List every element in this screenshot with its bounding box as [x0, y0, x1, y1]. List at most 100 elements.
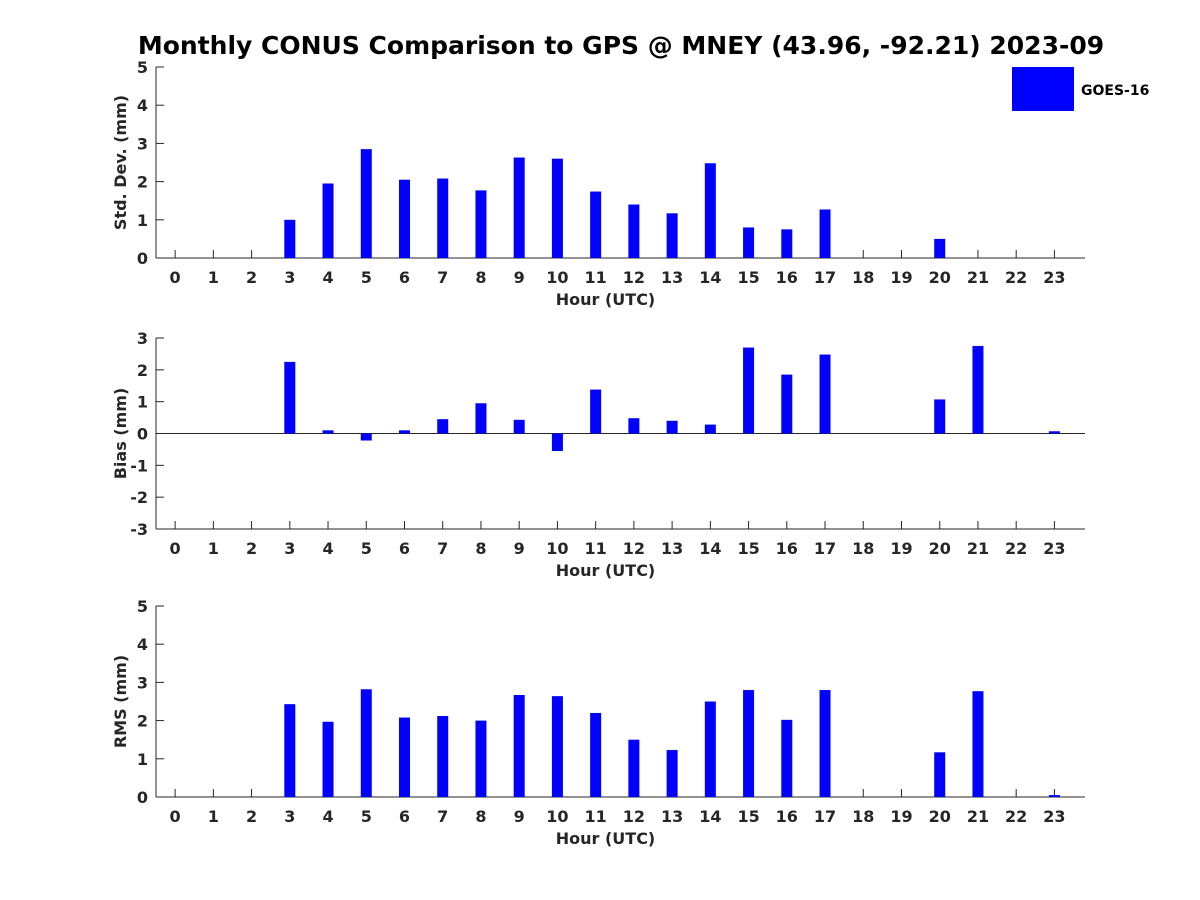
bar-hour-5 — [360, 149, 372, 258]
bar-hour-16 — [781, 229, 793, 258]
x-tick-label: 14 — [699, 807, 721, 826]
x-tick-label: 17 — [814, 268, 836, 287]
y-tick-label: 2 — [137, 361, 148, 380]
y-tick-label: 2 — [137, 173, 148, 192]
y-tick-label: -2 — [130, 488, 148, 507]
x-tick-label: 12 — [623, 807, 645, 826]
bar-hour-8 — [475, 720, 487, 797]
bar-hour-9 — [513, 695, 525, 797]
x-tick-label: 16 — [776, 539, 798, 558]
x-tick-label: 23 — [1043, 807, 1065, 826]
x-tick-label: 1 — [208, 539, 219, 558]
bar-hour-20 — [934, 399, 946, 434]
x-tick-label: 0 — [170, 807, 181, 826]
x-tick-label: 18 — [852, 539, 874, 558]
x-tick-label: 7 — [437, 539, 448, 558]
x-tick-label: 10 — [546, 539, 568, 558]
x-tick-label: 14 — [699, 268, 721, 287]
bar-hour-9 — [513, 419, 525, 434]
bar-hour-8 — [475, 403, 487, 434]
y-tick-label: 1 — [137, 393, 148, 412]
y-tick-label: 3 — [137, 673, 148, 692]
x-tick-label: 22 — [1005, 268, 1027, 287]
x-tick-label: 6 — [399, 539, 410, 558]
bar-hour-5 — [360, 433, 372, 441]
x-tick-label: 10 — [546, 268, 568, 287]
y-tick-label: 1 — [137, 750, 148, 769]
x-tick-label: 2 — [246, 807, 257, 826]
x-axis-label: Hour (UTC) — [556, 561, 656, 580]
x-tick-label: 12 — [623, 539, 645, 558]
x-tick-label: 18 — [852, 807, 874, 826]
bar-hour-10 — [551, 696, 563, 797]
x-tick-label: 16 — [776, 807, 798, 826]
x-tick-label: 13 — [661, 539, 683, 558]
bar-hour-7 — [437, 178, 449, 258]
bar-hour-6 — [398, 179, 410, 258]
y-tick-label: 4 — [137, 96, 148, 115]
x-tick-label: 13 — [661, 268, 683, 287]
bar-hour-23 — [1048, 431, 1060, 434]
x-tick-label: 19 — [890, 539, 912, 558]
bar-hour-13 — [666, 420, 678, 434]
x-tick-label: 5 — [361, 268, 372, 287]
x-tick-label: 7 — [437, 807, 448, 826]
x-tick-label: 23 — [1043, 539, 1065, 558]
x-tick-label: 4 — [322, 539, 333, 558]
x-tick-label: 1 — [208, 268, 219, 287]
bar-hour-12 — [628, 418, 640, 434]
x-tick-label: 0 — [170, 268, 181, 287]
bar-hour-15 — [743, 347, 755, 434]
y-axis-label: Bias (mm) — [111, 388, 130, 480]
bar-hour-9 — [513, 157, 525, 258]
y-tick-label: -1 — [130, 456, 148, 475]
y-axis-label: RMS (mm) — [111, 655, 130, 748]
x-tick-label: 23 — [1043, 268, 1065, 287]
bar-hour-12 — [628, 204, 640, 258]
x-tick-label: 2 — [246, 268, 257, 287]
bar-hour-13 — [666, 750, 678, 797]
x-tick-label: 21 — [967, 539, 989, 558]
bar-hour-14 — [704, 424, 716, 434]
x-tick-label: 7 — [437, 268, 448, 287]
y-tick-label: 2 — [137, 712, 148, 731]
bar-hour-14 — [704, 163, 716, 258]
x-axis-label: Hour (UTC) — [556, 829, 656, 848]
x-tick-label: 9 — [514, 539, 525, 558]
x-tick-label: 6 — [399, 807, 410, 826]
x-tick-label: 8 — [475, 539, 486, 558]
bar-hour-15 — [743, 690, 755, 797]
x-axis-label: Hour (UTC) — [556, 290, 656, 309]
bar-hour-11 — [590, 191, 602, 258]
x-tick-label: 22 — [1005, 807, 1027, 826]
y-tick-label: 0 — [137, 249, 148, 268]
bar-hour-6 — [398, 430, 410, 434]
x-tick-label: 11 — [585, 807, 607, 826]
x-tick-label: 5 — [361, 539, 372, 558]
bar-hour-4 — [322, 183, 334, 258]
y-tick-label: 0 — [137, 425, 148, 444]
x-tick-label: 9 — [514, 807, 525, 826]
x-tick-label: 18 — [852, 268, 874, 287]
x-tick-label: 3 — [284, 268, 295, 287]
x-tick-label: 3 — [284, 539, 295, 558]
bar-hour-15 — [743, 227, 755, 258]
x-tick-label: 20 — [929, 268, 951, 287]
x-tick-label: 1 — [208, 807, 219, 826]
y-tick-label: 5 — [137, 597, 148, 616]
bar-hour-21 — [972, 691, 984, 797]
x-tick-label: 11 — [585, 539, 607, 558]
y-tick-label: 3 — [137, 329, 148, 348]
x-tick-label: 15 — [737, 539, 759, 558]
x-tick-label: 19 — [890, 807, 912, 826]
x-tick-label: 17 — [814, 807, 836, 826]
bar-hour-4 — [322, 430, 334, 434]
y-axis-label: Std. Dev. (mm) — [111, 95, 130, 230]
bar-hour-7 — [437, 419, 449, 434]
x-tick-label: 8 — [475, 268, 486, 287]
x-tick-label: 15 — [737, 807, 759, 826]
legend-label: GOES-16 — [1081, 83, 1149, 99]
